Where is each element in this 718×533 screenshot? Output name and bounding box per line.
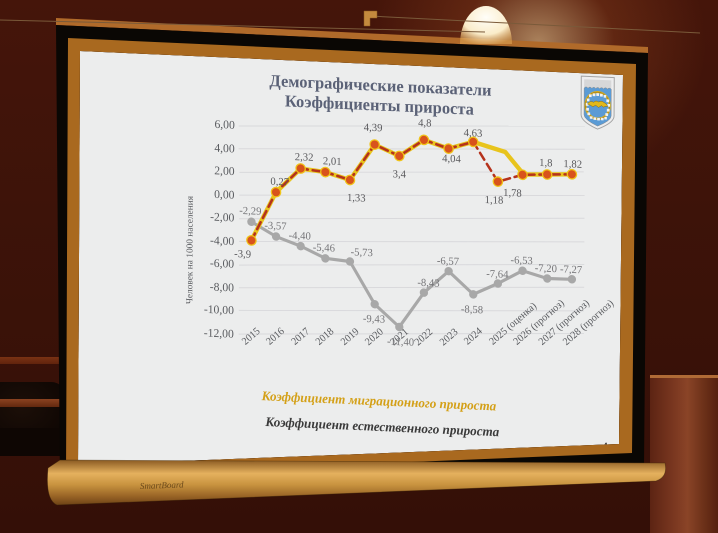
svg-text:SmartBoard: SmartBoard xyxy=(140,479,184,491)
